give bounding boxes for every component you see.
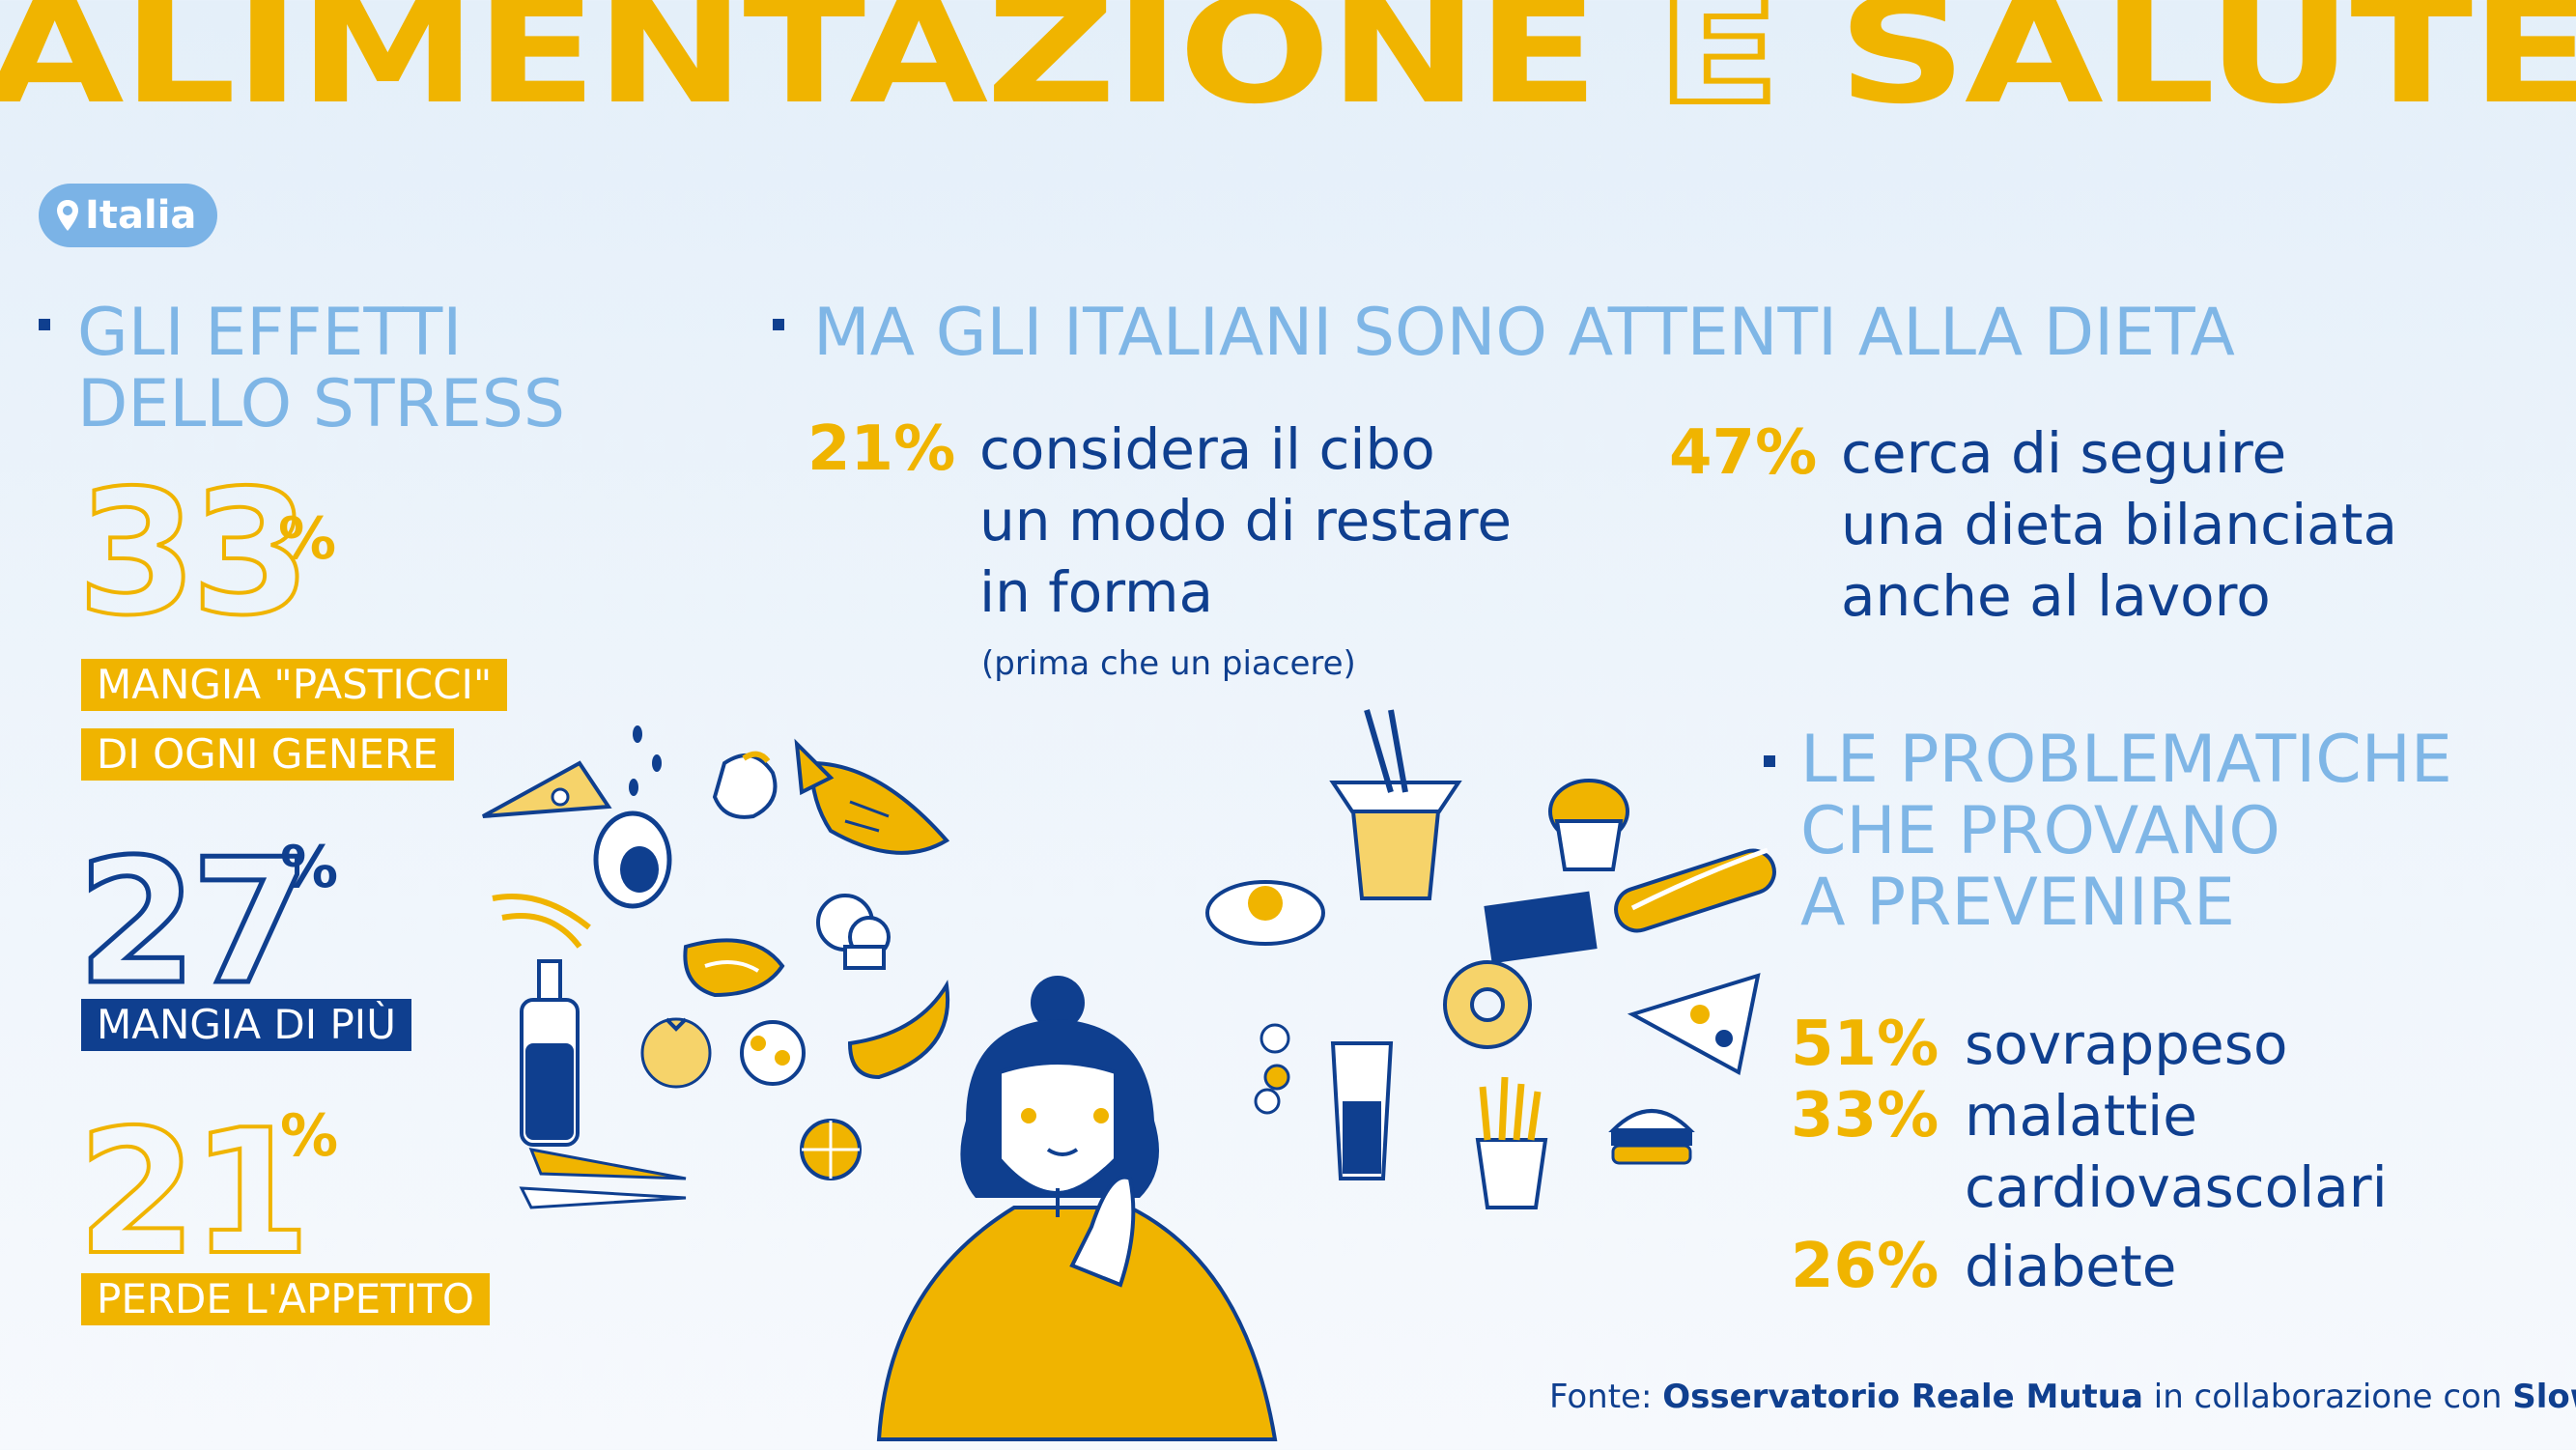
page-title: ALIMENTAZIONE E SALUTE	[0, 0, 2576, 128]
stat-27-value: 27	[75, 822, 314, 1022]
soda-icon	[1330, 1041, 1394, 1180]
title-part-3: SALUTE	[1837, 0, 2576, 136]
pizza-icon	[1627, 973, 1761, 1076]
stat-33-unit: %	[278, 505, 337, 573]
diet-21-note: (prima che un piacere)	[981, 644, 1356, 683]
healthy-food-illustration	[482, 725, 950, 1209]
problems-heading-line1: LE PROBLEMATICHE	[1800, 722, 2452, 798]
source-prefix: Fonte:	[1549, 1378, 1653, 1416]
woman-illustration	[876, 976, 1278, 1441]
donut-icon	[1443, 960, 1532, 1049]
problem-51-label: sovrappeso	[1965, 1011, 2288, 1077]
carrots-icon	[519, 1148, 687, 1209]
title-part-1: ALIMENTAZIONE	[0, 0, 1599, 136]
diet-21-pct: 21%	[807, 413, 956, 485]
problem-33-label2: cardiovascolari	[1965, 1154, 2388, 1220]
source-middle: in collaborazione con	[2153, 1378, 2503, 1416]
stat-27-label: MANGIA DI PIÙ	[81, 999, 411, 1051]
problems-heading-line2: CHE PROVANO	[1800, 793, 2280, 869]
cauliflower-icon	[740, 1020, 806, 1086]
stat-27-unit: %	[280, 834, 339, 901]
problems-heading-line3: A PREVENIRE	[1800, 865, 2235, 941]
muffin-icon	[1548, 779, 1629, 871]
bullet-marker	[773, 319, 784, 330]
diet-47-pct: 47%	[1669, 417, 1818, 489]
fries-icon	[1475, 1076, 1548, 1209]
noodle-box-icon	[1329, 709, 1462, 900]
diet-heading: MA GLI ITALIANI SONO ATTENTI ALLA DIETA	[813, 295, 2235, 371]
bullet-marker	[1764, 755, 1775, 767]
problem-26-label: diabete	[1965, 1234, 2177, 1299]
problem-26-pct: 26%	[1791, 1231, 1939, 1302]
diet-21-line2: un modo di restare	[979, 488, 1513, 554]
title-part-2: E	[1654, 0, 1784, 136]
banana-icon	[847, 980, 950, 1080]
salmon-icon	[683, 938, 785, 998]
source-org1: Osservatorio Reale Mutua	[1662, 1378, 2143, 1416]
wheat-icon	[492, 894, 591, 949]
source-org2: Slow Food	[2512, 1378, 2576, 1416]
stress-heading-line1: GLI EFFETTI	[77, 295, 463, 371]
seeds-icon	[629, 725, 662, 796]
burger-icon	[1608, 1109, 1695, 1165]
diet-47-line3: anche al lavoro	[1841, 563, 2271, 629]
cookies-icon	[1254, 1023, 1290, 1115]
nachos-icon	[1205, 880, 1325, 946]
problem-51-pct: 51%	[1791, 1009, 1939, 1080]
lettuce-icon	[712, 751, 778, 819]
stat-21-value: 21	[75, 1093, 313, 1293]
diet-47-line1: cerca di seguire	[1841, 420, 2287, 486]
bullet-marker	[39, 319, 50, 330]
stat-33-label-line2: DI OGNI GENERE	[81, 728, 454, 781]
source-credit: Fonte: Osservatorio Reale Mutua in colla…	[1549, 1378, 2576, 1416]
lemon-icon	[800, 1119, 862, 1180]
chocolate-icon	[1484, 891, 1598, 964]
stat-33-label-line1: MANGIA "PASTICCI"	[81, 659, 508, 711]
stat-21-label: PERDE L'APPETITO	[81, 1273, 490, 1325]
junk-food-illustration	[1205, 709, 1776, 1209]
broccoli-icon	[816, 894, 891, 970]
location-label: Italia	[85, 193, 197, 238]
diet-21-line1: considera il cibo	[979, 416, 1435, 482]
bottle-icon	[520, 959, 580, 1147]
pin-icon	[57, 200, 78, 231]
fish-icon	[794, 738, 950, 855]
stress-heading-line2: DELLO STRESS	[77, 366, 566, 442]
location-badge: Italia	[39, 184, 218, 247]
cheese-icon	[482, 760, 612, 818]
problem-33-pct: 33%	[1791, 1080, 1939, 1151]
stat-21-unit: %	[280, 1102, 339, 1170]
stat-33-value: 33	[75, 453, 313, 653]
diet-47-line2: una dieta bilanciata	[1841, 492, 2398, 557]
tomato-icon	[640, 1017, 712, 1089]
problem-33-label: malattie	[1965, 1083, 2197, 1149]
avocado-icon	[593, 810, 672, 909]
diet-21-line3: in forma	[979, 559, 1214, 625]
hotdog-icon	[1614, 847, 1776, 933]
